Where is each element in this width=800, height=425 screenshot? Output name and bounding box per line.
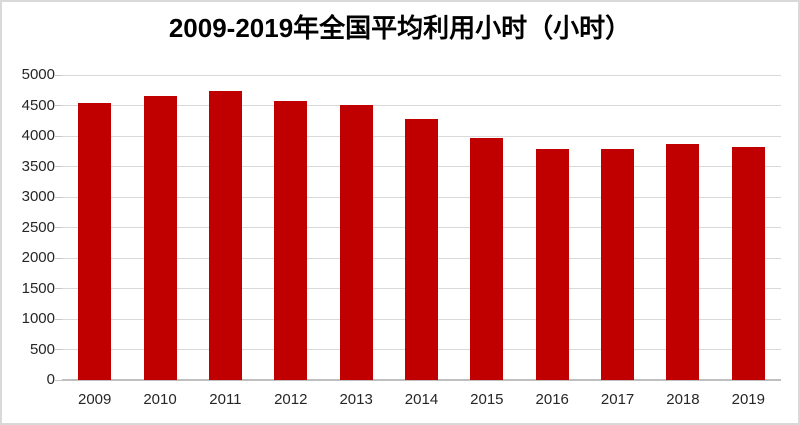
bar-2016 [535, 149, 569, 380]
y-axis-tick [55, 227, 62, 228]
gridline [62, 74, 781, 76]
bar-2010 [143, 96, 177, 380]
y-axis-tick [55, 105, 62, 106]
y-axis-label: 3500 [21, 157, 55, 175]
x-axis-label: 2017 [600, 391, 635, 408]
x-axis-label: 2015 [470, 391, 504, 408]
y-axis-label: 3000 [21, 188, 55, 205]
gridline [62, 105, 781, 106]
y-axis-tick [55, 74, 62, 76]
x-axis-label: 2013 [339, 391, 373, 408]
bar-2014 [405, 118, 438, 380]
bar-2018 [666, 144, 700, 380]
y-axis-tick [55, 379, 62, 381]
y-axis-label: 0 [46, 371, 55, 388]
x-axis-line [62, 379, 781, 381]
y-axis-label: 2000 [21, 249, 55, 266]
bar-2011 [208, 91, 242, 380]
bar-2017 [601, 149, 635, 380]
y-axis-tick [55, 318, 62, 320]
y-axis-label: 4500 [21, 96, 55, 114]
x-axis-label: 2011 [209, 391, 242, 408]
y-axis-tick [55, 135, 62, 137]
y-axis-label: 4000 [21, 127, 55, 144]
bar-2013 [339, 104, 373, 380]
x-axis-label: 2010 [143, 391, 177, 408]
x-axis-label: 2009 [77, 391, 112, 408]
y-axis-tick [55, 166, 62, 167]
y-axis-tick [55, 288, 62, 289]
bar-2015 [470, 137, 504, 380]
y-axis-tick [55, 349, 62, 350]
y-axis-label: 1500 [21, 279, 55, 297]
y-axis-tick [55, 196, 62, 198]
y-axis-tick [55, 257, 62, 259]
y-axis-label: 1000 [21, 310, 55, 327]
y-axis-label: 500 [29, 340, 55, 358]
chart-title: 2009-2019年全国平均利用小时（小时） [168, 13, 632, 43]
x-axis-label: 2012 [274, 391, 308, 408]
x-axis-label: 2018 [666, 391, 700, 408]
bar-2019 [731, 146, 765, 380]
bar-2009 [78, 102, 112, 380]
x-axis-label: 2019 [731, 391, 765, 408]
plot-area [55, 74, 781, 381]
x-axis-label: 2016 [535, 391, 569, 408]
bar-2012 [274, 101, 308, 380]
y-axis-label: 2500 [21, 218, 55, 236]
x-axis-label: 2014 [404, 391, 439, 408]
y-axis-label: 5000 [21, 66, 55, 83]
